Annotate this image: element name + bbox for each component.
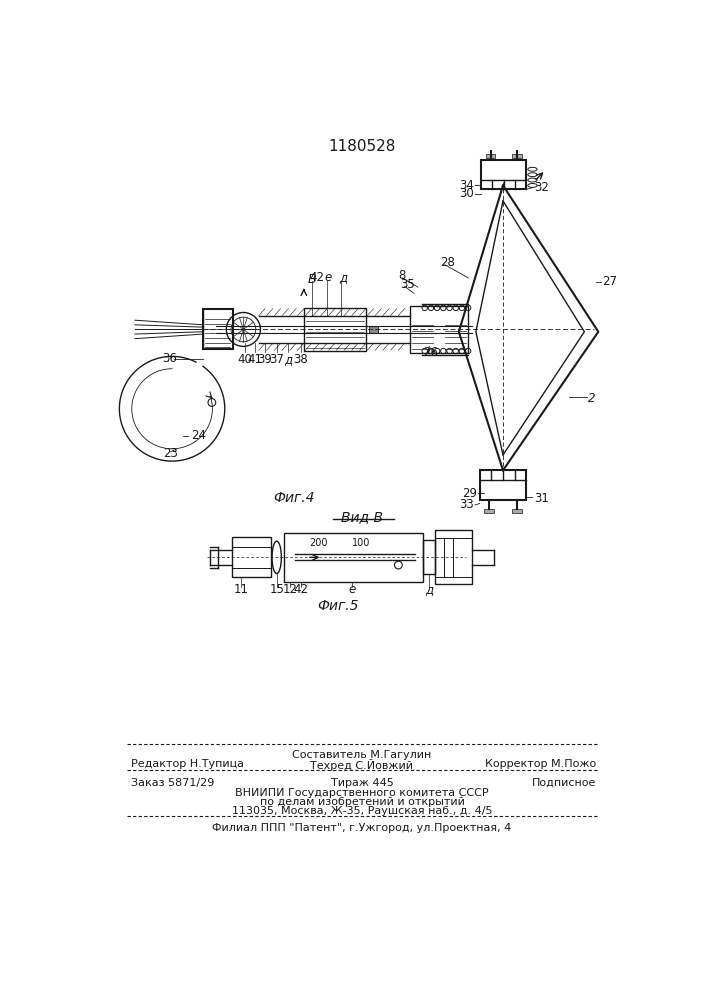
Text: 1180528: 1180528 <box>328 139 396 154</box>
Text: 2: 2 <box>588 392 596 405</box>
Text: 41: 41 <box>247 353 262 366</box>
Text: д: д <box>284 353 293 366</box>
Text: 24: 24 <box>191 429 206 442</box>
Text: Составитель М.Гагулин: Составитель М.Гагулин <box>292 750 431 760</box>
Bar <box>203 309 233 349</box>
Text: 27: 27 <box>602 275 617 288</box>
Text: 11: 11 <box>233 583 249 596</box>
Text: Корректор М.Пожо: Корректор М.Пожо <box>485 759 596 769</box>
Text: 35: 35 <box>400 278 415 291</box>
Text: 26: 26 <box>423 346 438 359</box>
Text: 38: 38 <box>293 353 308 366</box>
Text: 31: 31 <box>534 492 549 505</box>
Text: Фиг.4: Фиг.4 <box>273 491 315 505</box>
Text: 12: 12 <box>282 583 298 596</box>
Bar <box>513 509 522 513</box>
Text: Вид В: Вид В <box>341 510 383 524</box>
Bar <box>486 154 495 158</box>
Text: Подписное: Подписное <box>532 778 596 788</box>
Text: e: e <box>349 583 356 596</box>
Text: по делам изобретений и открытий: по делам изобретений и открытий <box>259 797 464 807</box>
Text: 39: 39 <box>257 353 272 366</box>
Bar <box>513 154 522 158</box>
Text: 33: 33 <box>460 498 474 512</box>
Text: 42: 42 <box>309 271 325 284</box>
Text: Филиал ППП "Патент", г.Ужгород, ул.Проектная, 4: Филиал ППП "Патент", г.Ужгород, ул.Проек… <box>212 823 512 833</box>
Bar <box>304 308 366 351</box>
Text: 200: 200 <box>309 538 328 548</box>
Text: Тираж 445: Тираж 445 <box>331 778 393 788</box>
Text: д: д <box>426 583 433 596</box>
Bar <box>369 326 378 333</box>
Bar <box>410 306 468 353</box>
Text: 28: 28 <box>440 256 455 269</box>
Bar <box>484 509 493 513</box>
Bar <box>284 533 423 582</box>
Text: Техред С.Йовжий: Техред С.Йовжий <box>310 759 414 771</box>
Text: 36: 36 <box>162 352 177 365</box>
Text: 42: 42 <box>293 583 308 596</box>
Text: 40: 40 <box>238 353 252 366</box>
Text: e: e <box>325 271 332 284</box>
Text: 30: 30 <box>460 187 474 200</box>
Text: 15: 15 <box>269 583 284 596</box>
Text: 100: 100 <box>352 538 370 548</box>
Text: ВНИИПИ Государственного комитета СССР: ВНИИПИ Государственного комитета СССР <box>235 788 489 798</box>
Text: 29: 29 <box>462 487 477 500</box>
Text: 8: 8 <box>398 269 406 282</box>
Text: 37: 37 <box>269 353 284 366</box>
Text: В: В <box>308 273 316 286</box>
Bar <box>435 530 472 584</box>
Bar <box>480 470 526 500</box>
Text: Редактор Н.Тупица: Редактор Н.Тупица <box>131 759 244 769</box>
Text: 34: 34 <box>460 179 474 192</box>
Bar <box>481 160 526 189</box>
Text: 23: 23 <box>163 447 177 460</box>
Bar <box>232 537 271 577</box>
Text: Фиг.5: Фиг.5 <box>317 599 358 613</box>
Text: Заказ 5871/29: Заказ 5871/29 <box>131 778 214 788</box>
Text: 32: 32 <box>534 181 549 194</box>
Text: д: д <box>339 271 347 284</box>
Bar <box>423 540 435 574</box>
Text: 113035, Москва, Ж-35, Раушская наб., д. 4/5: 113035, Москва, Ж-35, Раушская наб., д. … <box>232 806 492 816</box>
